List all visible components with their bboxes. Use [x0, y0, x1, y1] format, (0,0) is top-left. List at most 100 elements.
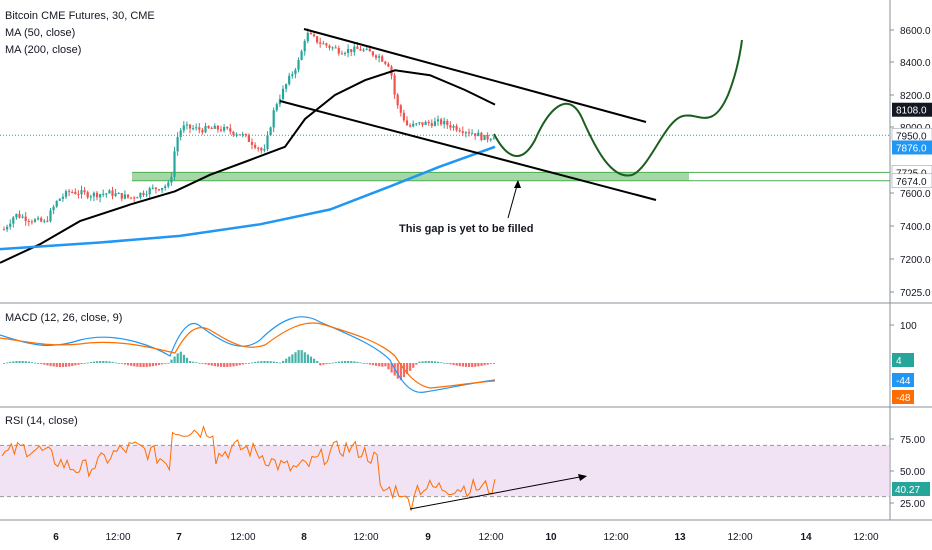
candle-body: [250, 141, 254, 145]
macd-histogram-bar: [309, 356, 313, 363]
macd-histogram-bar: [102, 361, 105, 363]
candle-body: [213, 125, 216, 129]
candle-body: [492, 138, 495, 140]
channel-upper-trendline: [303, 28, 647, 123]
macd-histogram-bar: [461, 363, 464, 367]
macd-histogram-bar: [210, 363, 213, 366]
candlestick-series: [2, 28, 495, 232]
macd-histogram-bar: [86, 362, 89, 364]
x-tick-label: 14: [800, 532, 812, 543]
macd-histogram-bar: [139, 363, 142, 367]
candle-body: [328, 45, 331, 48]
forecast-path: [493, 39, 743, 177]
candle-body: [424, 121, 427, 125]
candle-body: [30, 221, 33, 223]
candle-body: [83, 190, 86, 193]
macd-histogram-bar: [489, 363, 492, 364]
macd-histogram-bar: [331, 362, 334, 364]
candle-body: [471, 133, 474, 135]
macd-histogram-bar: [238, 363, 241, 366]
macd-histogram-bar: [151, 363, 154, 367]
gap-zone: [132, 172, 689, 181]
y-tick-label: 50.00: [900, 467, 925, 478]
candle-body: [77, 193, 80, 195]
x-tick-label: 12:00: [853, 532, 878, 543]
macd-histogram-bar: [406, 363, 409, 374]
candle-body: [117, 192, 120, 194]
ma200-legend: MA (200, close): [5, 44, 81, 56]
macd-histogram-bar: [158, 363, 161, 365]
macd-histogram-bar: [232, 363, 235, 367]
x-tick-label: 12:00: [105, 532, 130, 543]
macd-histogram-bar: [207, 363, 210, 365]
macd-histogram-bar: [161, 363, 164, 365]
macd-histogram-bar: [375, 363, 378, 366]
y-tick-label: 25.00: [900, 499, 925, 510]
candle-body: [266, 135, 269, 150]
candle-body: [381, 56, 384, 62]
candle-body: [123, 194, 126, 199]
candle-body: [86, 192, 89, 198]
candle-body: [371, 51, 374, 56]
candle-body: [449, 125, 452, 128]
candle-body: [489, 139, 492, 141]
candle-body: [427, 121, 430, 124]
candle-body: [378, 56, 381, 58]
price-tag-label: 7674.0: [896, 177, 927, 188]
macd-histogram-bar: [486, 363, 489, 365]
macd-histogram-bar: [18, 361, 21, 363]
candle-body: [179, 130, 182, 137]
macd-value-tag-label: -48: [896, 393, 911, 404]
x-tick-label: 9: [425, 532, 431, 543]
candle-body: [216, 125, 219, 130]
macd-histogram-bar: [37, 363, 40, 364]
ma50-legend: MA (50, close): [5, 27, 75, 39]
price-tag-label: 7950.0: [896, 131, 927, 142]
macd-histogram-bar: [189, 361, 192, 363]
macd-histogram-bar: [21, 361, 24, 363]
macd-value-tag-label: -44: [896, 376, 911, 387]
candle-body: [281, 88, 285, 99]
candle-body: [201, 129, 204, 133]
x-tick-label: 7: [176, 532, 182, 543]
macd-histogram-bar: [40, 363, 43, 365]
x-tick-label: 12:00: [727, 532, 752, 543]
candle-body: [139, 192, 142, 198]
candle-body: [182, 125, 185, 131]
macd-histogram-bar: [362, 363, 365, 364]
candle-body: [102, 193, 105, 195]
macd-histogram-bar: [77, 363, 80, 365]
macd-histogram-bar: [381, 363, 384, 367]
candle-body: [446, 120, 449, 126]
candle-body: [396, 94, 399, 106]
candle-body: [343, 53, 347, 55]
macd-value-tag: [892, 353, 914, 367]
macd-histogram-bar: [204, 363, 207, 365]
macd-histogram-bar: [427, 361, 430, 363]
macd-histogram-bar: [241, 363, 244, 365]
candle-body: [80, 190, 83, 195]
macd-histogram-bar: [52, 363, 55, 367]
macd-histogram-bar: [433, 361, 437, 363]
x-tick-label: 12:00: [603, 532, 628, 543]
macd-histogram-bar: [288, 356, 291, 363]
macd-histogram-bar: [477, 363, 480, 367]
y-tick-label: 100: [900, 321, 917, 332]
candle-body: [241, 133, 244, 135]
candle-body: [294, 69, 297, 75]
candle-body: [37, 217, 40, 220]
macd-histogram-bar: [316, 360, 319, 363]
macd-histogram-bar: [319, 363, 322, 366]
candle-body: [263, 149, 266, 151]
macd-histogram-bar: [412, 363, 415, 368]
macd-histogram-bar: [80, 363, 83, 365]
macd-histogram-bar: [452, 363, 455, 365]
candle-body: [337, 48, 340, 54]
macd-histogram-bar: [46, 363, 49, 366]
candle-body: [334, 47, 337, 49]
macd-histogram-bar: [213, 363, 216, 367]
macd-histogram-bar: [421, 361, 424, 363]
macd-histogram-bar: [220, 363, 223, 367]
macd-histogram-bar: [130, 363, 133, 366]
candle-body: [412, 123, 415, 127]
